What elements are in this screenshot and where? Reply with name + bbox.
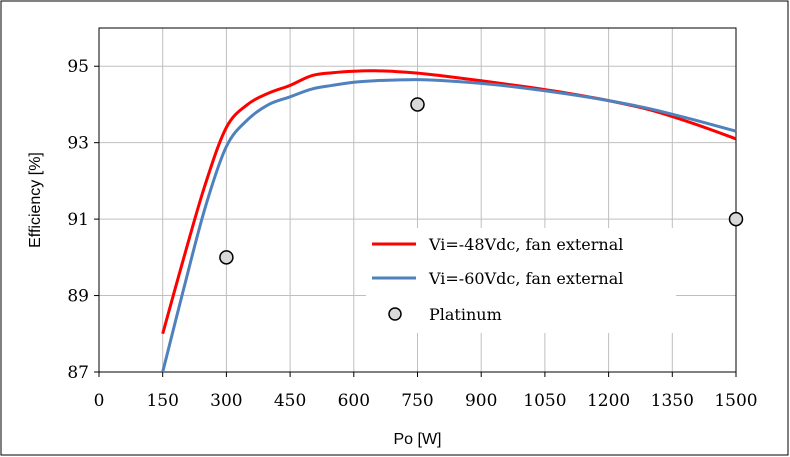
x-tick-label: 450	[274, 391, 306, 411]
series-line-1	[161, 78, 737, 373]
platinum-point	[728, 211, 744, 227]
y-tick-label: 89	[67, 287, 89, 307]
y-tick-label: 93	[67, 134, 89, 154]
x-tick-label: 300	[210, 391, 242, 411]
x-tick-label: 1350	[651, 391, 694, 411]
platinum-point	[410, 97, 425, 112]
x-tick-label: 1050	[523, 391, 566, 411]
legend-marker-platinum	[388, 307, 402, 321]
legend-label-48v: Vi=-48Vdc, fan external	[428, 235, 623, 254]
y-axis-label: Efficiency [%]	[27, 152, 44, 248]
x-tick-label: 1500	[714, 391, 757, 411]
x-axis-label: Po [W]	[393, 431, 441, 448]
legend-label-platinum: Platinum	[429, 305, 502, 324]
legend-background	[366, 228, 676, 333]
legend: Vi=-48Vdc, fan external Vi=-60Vdc, fan e…	[366, 228, 676, 333]
y-tick-label: 87	[67, 363, 89, 383]
y-tick-label: 95	[67, 57, 89, 77]
y-axis-ticks: 87 89 91 93 95	[67, 57, 99, 383]
x-tick-label: 150	[146, 391, 178, 411]
x-tick-label: 0	[94, 391, 105, 411]
x-tick-label: 1200	[587, 391, 630, 411]
x-tick-label: 900	[465, 391, 497, 411]
x-tick-label: 600	[338, 391, 370, 411]
platinum-point	[219, 250, 234, 265]
legend-label-60v: Vi=-60Vdc, fan external	[428, 269, 623, 288]
series-layer	[161, 69, 744, 373]
x-axis-ticks: 0 150 300 450 600 750 900 1050 1200 1350 1500	[94, 372, 758, 411]
x-tick-label: 750	[401, 391, 433, 411]
y-tick-label: 91	[67, 210, 89, 230]
